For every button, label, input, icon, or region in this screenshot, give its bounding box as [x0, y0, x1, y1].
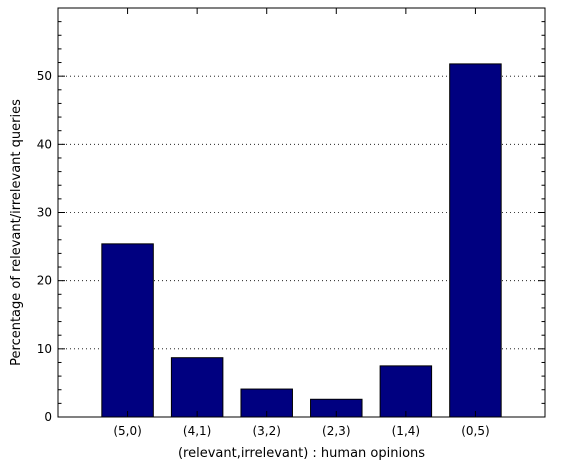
ticks: [58, 8, 545, 418]
x-tick-label: (1,4): [392, 424, 420, 438]
bar: [449, 63, 502, 418]
x-tick-label: (4,1): [183, 424, 211, 438]
plot-frame: [57, 7, 546, 418]
y-tick-label: 0: [44, 410, 52, 424]
bars: [101, 63, 502, 418]
x-tick-label: (3,2): [252, 424, 280, 438]
x-axis-title: (relevant,irrelevant) : human opinions: [178, 446, 425, 461]
tick-labels: 0 10 20 30 40 50 (5,0) (4,1) (3,2) (2,3) (1,4) (0,5…: [37, 69, 490, 438]
y-tick-label: 50: [37, 69, 52, 83]
bar: [101, 243, 154, 418]
y-tick-label: 10: [37, 342, 52, 356]
y-tick-label: 40: [37, 137, 52, 151]
bar: [379, 365, 433, 418]
x-tick-label: (5,0): [113, 424, 141, 438]
y-axis-title: Percentage of relevant/irrelevant querie…: [9, 99, 24, 366]
y-tick-label: 20: [37, 274, 52, 288]
x-tick-label: (0,5): [461, 424, 489, 438]
y-tick-label: 30: [37, 206, 52, 220]
x-tick-label: (2,3): [322, 424, 350, 438]
bar: [170, 357, 224, 418]
